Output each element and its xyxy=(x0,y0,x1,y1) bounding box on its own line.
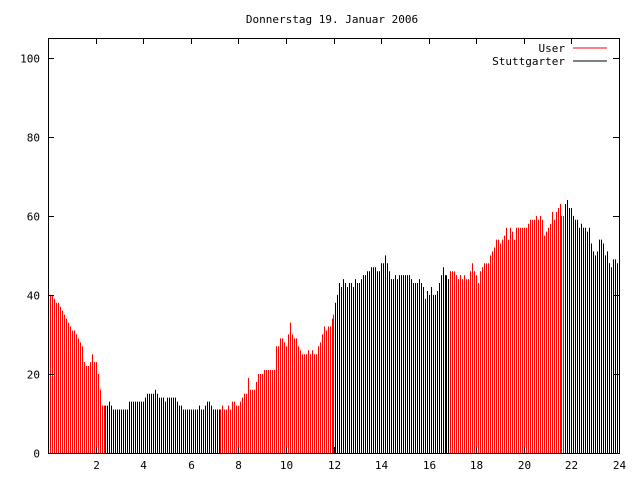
y-tick-label: 100 xyxy=(20,53,40,66)
x-tick-label: 24 xyxy=(613,459,627,472)
x-tick-label: 6 xyxy=(188,459,195,472)
legend-label-stuttgarter: Stuttgarter xyxy=(492,55,565,68)
bars xyxy=(48,200,618,453)
legend: User Stuttgarter xyxy=(492,42,607,68)
chart-title: Donnerstag 19. Januar 2006 xyxy=(246,13,418,26)
x-tick-label: 14 xyxy=(375,459,389,472)
legend-label-user: User xyxy=(539,42,566,55)
x-tick-label: 8 xyxy=(235,459,242,472)
y-tick-label: 60 xyxy=(27,211,40,224)
x-tick-label: 12 xyxy=(328,459,341,472)
x-tick-label: 18 xyxy=(470,459,483,472)
x-tick-label: 16 xyxy=(423,459,436,472)
x-tick-label: 2 xyxy=(93,459,100,472)
x-tick-label: 20 xyxy=(518,459,531,472)
x-tick-label: 22 xyxy=(565,459,578,472)
x-tick-label: 10 xyxy=(280,459,293,472)
y-tick-label: 40 xyxy=(27,290,40,303)
y-tick-label: 0 xyxy=(33,448,40,461)
y-tick-label: 80 xyxy=(27,132,40,145)
y-tick-label: 20 xyxy=(27,369,40,382)
x-tick-label: 4 xyxy=(140,459,147,472)
